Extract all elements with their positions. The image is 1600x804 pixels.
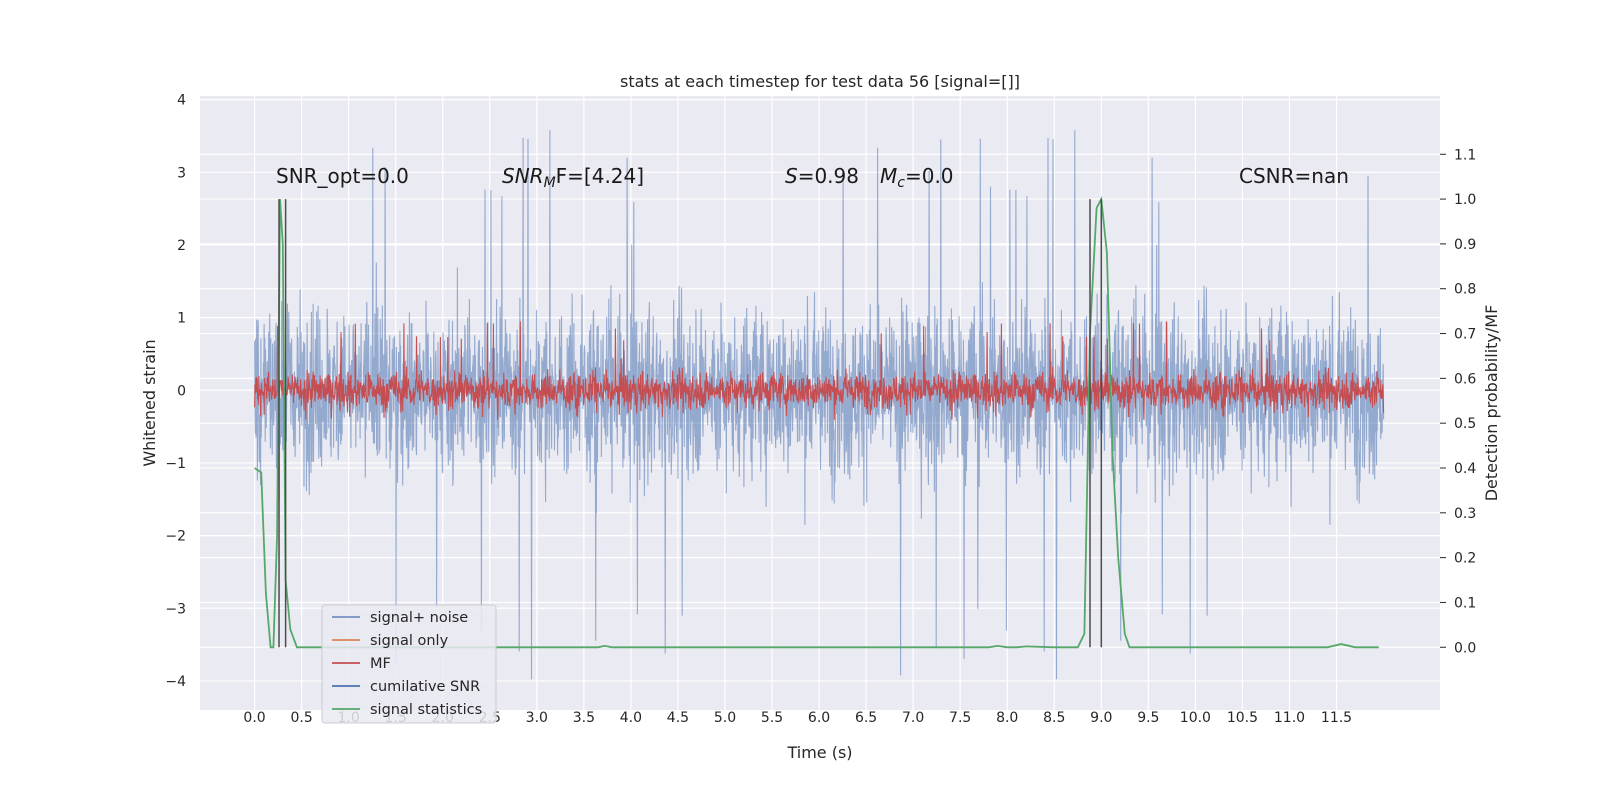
legend-box <box>321 604 497 724</box>
y2-tick-label: 0.9 <box>1454 237 1476 253</box>
x-tick-label: 10.0 <box>1180 710 1211 726</box>
x-tick-label: 7.5 <box>949 710 971 726</box>
x-tick-label: 4.5 <box>667 710 689 726</box>
y-tick-label: 0 <box>177 383 186 399</box>
x-tick-label: 10.5 <box>1227 710 1258 726</box>
y2-tick-label: 0.3 <box>1454 506 1476 522</box>
series-mf-line <box>254 321 1385 420</box>
y2-tick-label: 0.4 <box>1454 461 1476 477</box>
x-tick-label: 6.5 <box>855 710 877 726</box>
series-signal-statistics-line <box>254 196 1379 649</box>
annotation-s: S=0.98 <box>785 164 859 188</box>
x-tick-label: 8.5 <box>1043 710 1065 726</box>
y-axis-label: Whitened strain <box>140 339 159 466</box>
y2-tick-label: 0.5 <box>1454 416 1476 432</box>
annotation-snr-mf: SNRMF=[4.24] <box>502 164 644 191</box>
y-tick-label: −2 <box>165 529 186 545</box>
annotation-s-value: =0.98 <box>798 164 859 188</box>
chart-title: stats at each timestep for test data 56 … <box>620 72 1020 91</box>
x-tick-label: 8.0 <box>996 710 1018 726</box>
annotation-mc-value: =0.0 <box>905 164 954 188</box>
annotation-mc-subscript: c <box>897 175 905 191</box>
x-tick-label: 5.0 <box>714 710 736 726</box>
series-layer <box>254 130 1385 680</box>
annotation-csnr: CSNR=nan <box>1239 164 1349 188</box>
x-tick-label: 6.0 <box>808 710 830 726</box>
x-axis-label: Time (s) <box>786 743 852 762</box>
annotation-snr-mf-symbol: SNR <box>502 164 544 188</box>
y2-axis-label: Detection probability/MF <box>1482 305 1501 502</box>
annotation-mc-symbol: M <box>880 164 897 188</box>
legend-label: MF <box>370 656 391 672</box>
x-tick-label: 0.5 <box>290 710 312 726</box>
y-tick-label: 2 <box>177 238 186 254</box>
y-tick-label: 4 <box>177 93 186 109</box>
x-tick-label: 9.5 <box>1137 710 1159 726</box>
y2-tick-label: 1.0 <box>1454 192 1476 208</box>
annotation-snr-mf-value: F=[4.24] <box>556 164 644 188</box>
x-tick-label: 7.0 <box>902 710 924 726</box>
annotation-mc: Mc=0.0 <box>880 164 954 191</box>
x-tick-label: 4.0 <box>620 710 642 726</box>
x-tick-label: 11.5 <box>1321 710 1352 726</box>
x-tick-label: 3.0 <box>526 710 548 726</box>
y-tick-label: −4 <box>165 674 186 690</box>
y2-tick-label: 0.2 <box>1454 551 1476 567</box>
y2-tick-label: 1.1 <box>1454 147 1476 163</box>
annotation-s-symbol: S <box>785 164 798 188</box>
x-tick-label: 0.0 <box>243 710 265 726</box>
legend-label: signal statistics <box>370 702 482 718</box>
y2-tick-label: 0.1 <box>1454 595 1476 611</box>
legend-label: signal only <box>370 633 449 649</box>
legend: signal+ noise signal only MF cumilative SNR… <box>321 604 497 724</box>
y2-tick-label: 0.0 <box>1454 640 1476 656</box>
x-tick-label: 9.0 <box>1090 710 1112 726</box>
y2-tick-label: 0.6 <box>1454 371 1476 387</box>
series-signal-noise-line <box>254 130 1385 680</box>
x-tick-label: 3.5 <box>573 710 595 726</box>
x-tick-label: 5.5 <box>761 710 783 726</box>
annotation-snr-opt: SNR_opt=0.0 <box>276 164 409 188</box>
legend-label: cumilative SNR <box>370 679 480 695</box>
y-tick-label: 1 <box>177 311 186 327</box>
y2-tick-label: 0.7 <box>1454 327 1476 343</box>
legend-label: signal+ noise <box>370 610 468 626</box>
y2-tick-label: 0.8 <box>1454 282 1476 298</box>
annotation-snr-mf-subscript: M <box>544 175 556 191</box>
y-tick-label: −1 <box>165 456 186 472</box>
x-tick-label: 11.0 <box>1274 710 1305 726</box>
y-tick-label: −3 <box>165 601 186 617</box>
y-tick-label: 3 <box>177 165 186 181</box>
